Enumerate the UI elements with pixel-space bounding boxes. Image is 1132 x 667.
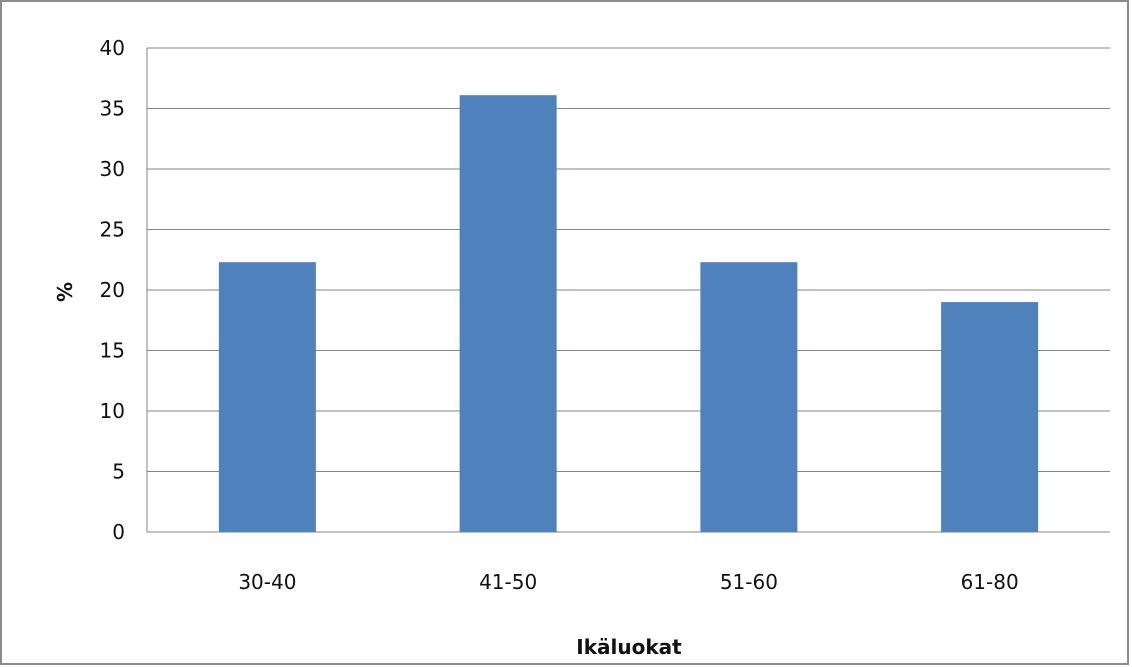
y-tick-label: 20	[100, 278, 125, 302]
x-tick-label: 30-40	[238, 570, 296, 594]
y-tick-label: 5	[112, 460, 125, 484]
y-tick-label: 35	[100, 97, 125, 121]
x-tick-label: 51-60	[720, 570, 778, 594]
y-tick-label: 10	[100, 399, 125, 423]
bars	[218, 95, 1039, 532]
x-tick-label: 41-50	[479, 570, 537, 594]
y-tick-label: 0	[112, 520, 125, 544]
y-tick-label: 15	[100, 339, 125, 363]
bar-61-80	[941, 302, 1039, 532]
x-axis-title: Ikäluokat	[576, 635, 682, 659]
y-tick-label: 30	[100, 157, 125, 181]
x-tick-labels: 30-40 41-50 51-60 61-80	[238, 570, 1018, 594]
y-axis-title: %	[53, 282, 77, 302]
y-tick-labels: 0 5 10 15 20 25 30 35 40	[100, 36, 125, 544]
bar-51-60	[700, 262, 798, 532]
bar-30-40	[218, 262, 316, 532]
bar-41-50	[459, 95, 557, 532]
x-tick-label: 61-80	[961, 570, 1019, 594]
y-tick-label: 40	[100, 36, 125, 60]
y-tick-label: 25	[100, 218, 125, 242]
